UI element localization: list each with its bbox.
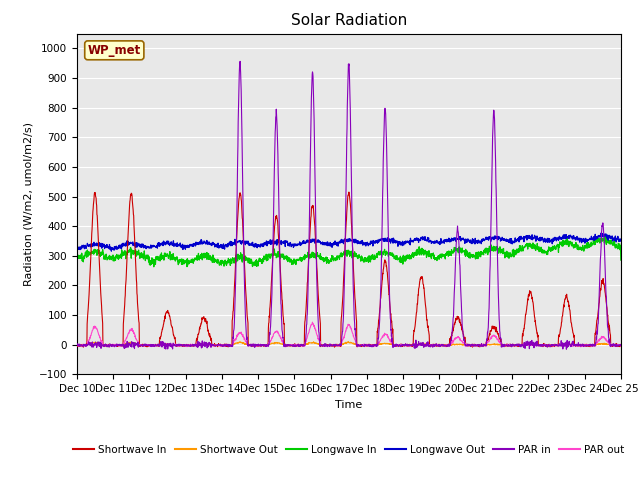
- X-axis label: Time: Time: [335, 400, 362, 409]
- Title: Solar Radiation: Solar Radiation: [291, 13, 407, 28]
- Legend: Shortwave In, Shortwave Out, Longwave In, Longwave Out, PAR in, PAR out: Shortwave In, Shortwave Out, Longwave In…: [69, 441, 628, 459]
- Text: WP_met: WP_met: [88, 44, 141, 57]
- Y-axis label: Radiation (W/m2, umol/m2/s): Radiation (W/m2, umol/m2/s): [23, 122, 33, 286]
